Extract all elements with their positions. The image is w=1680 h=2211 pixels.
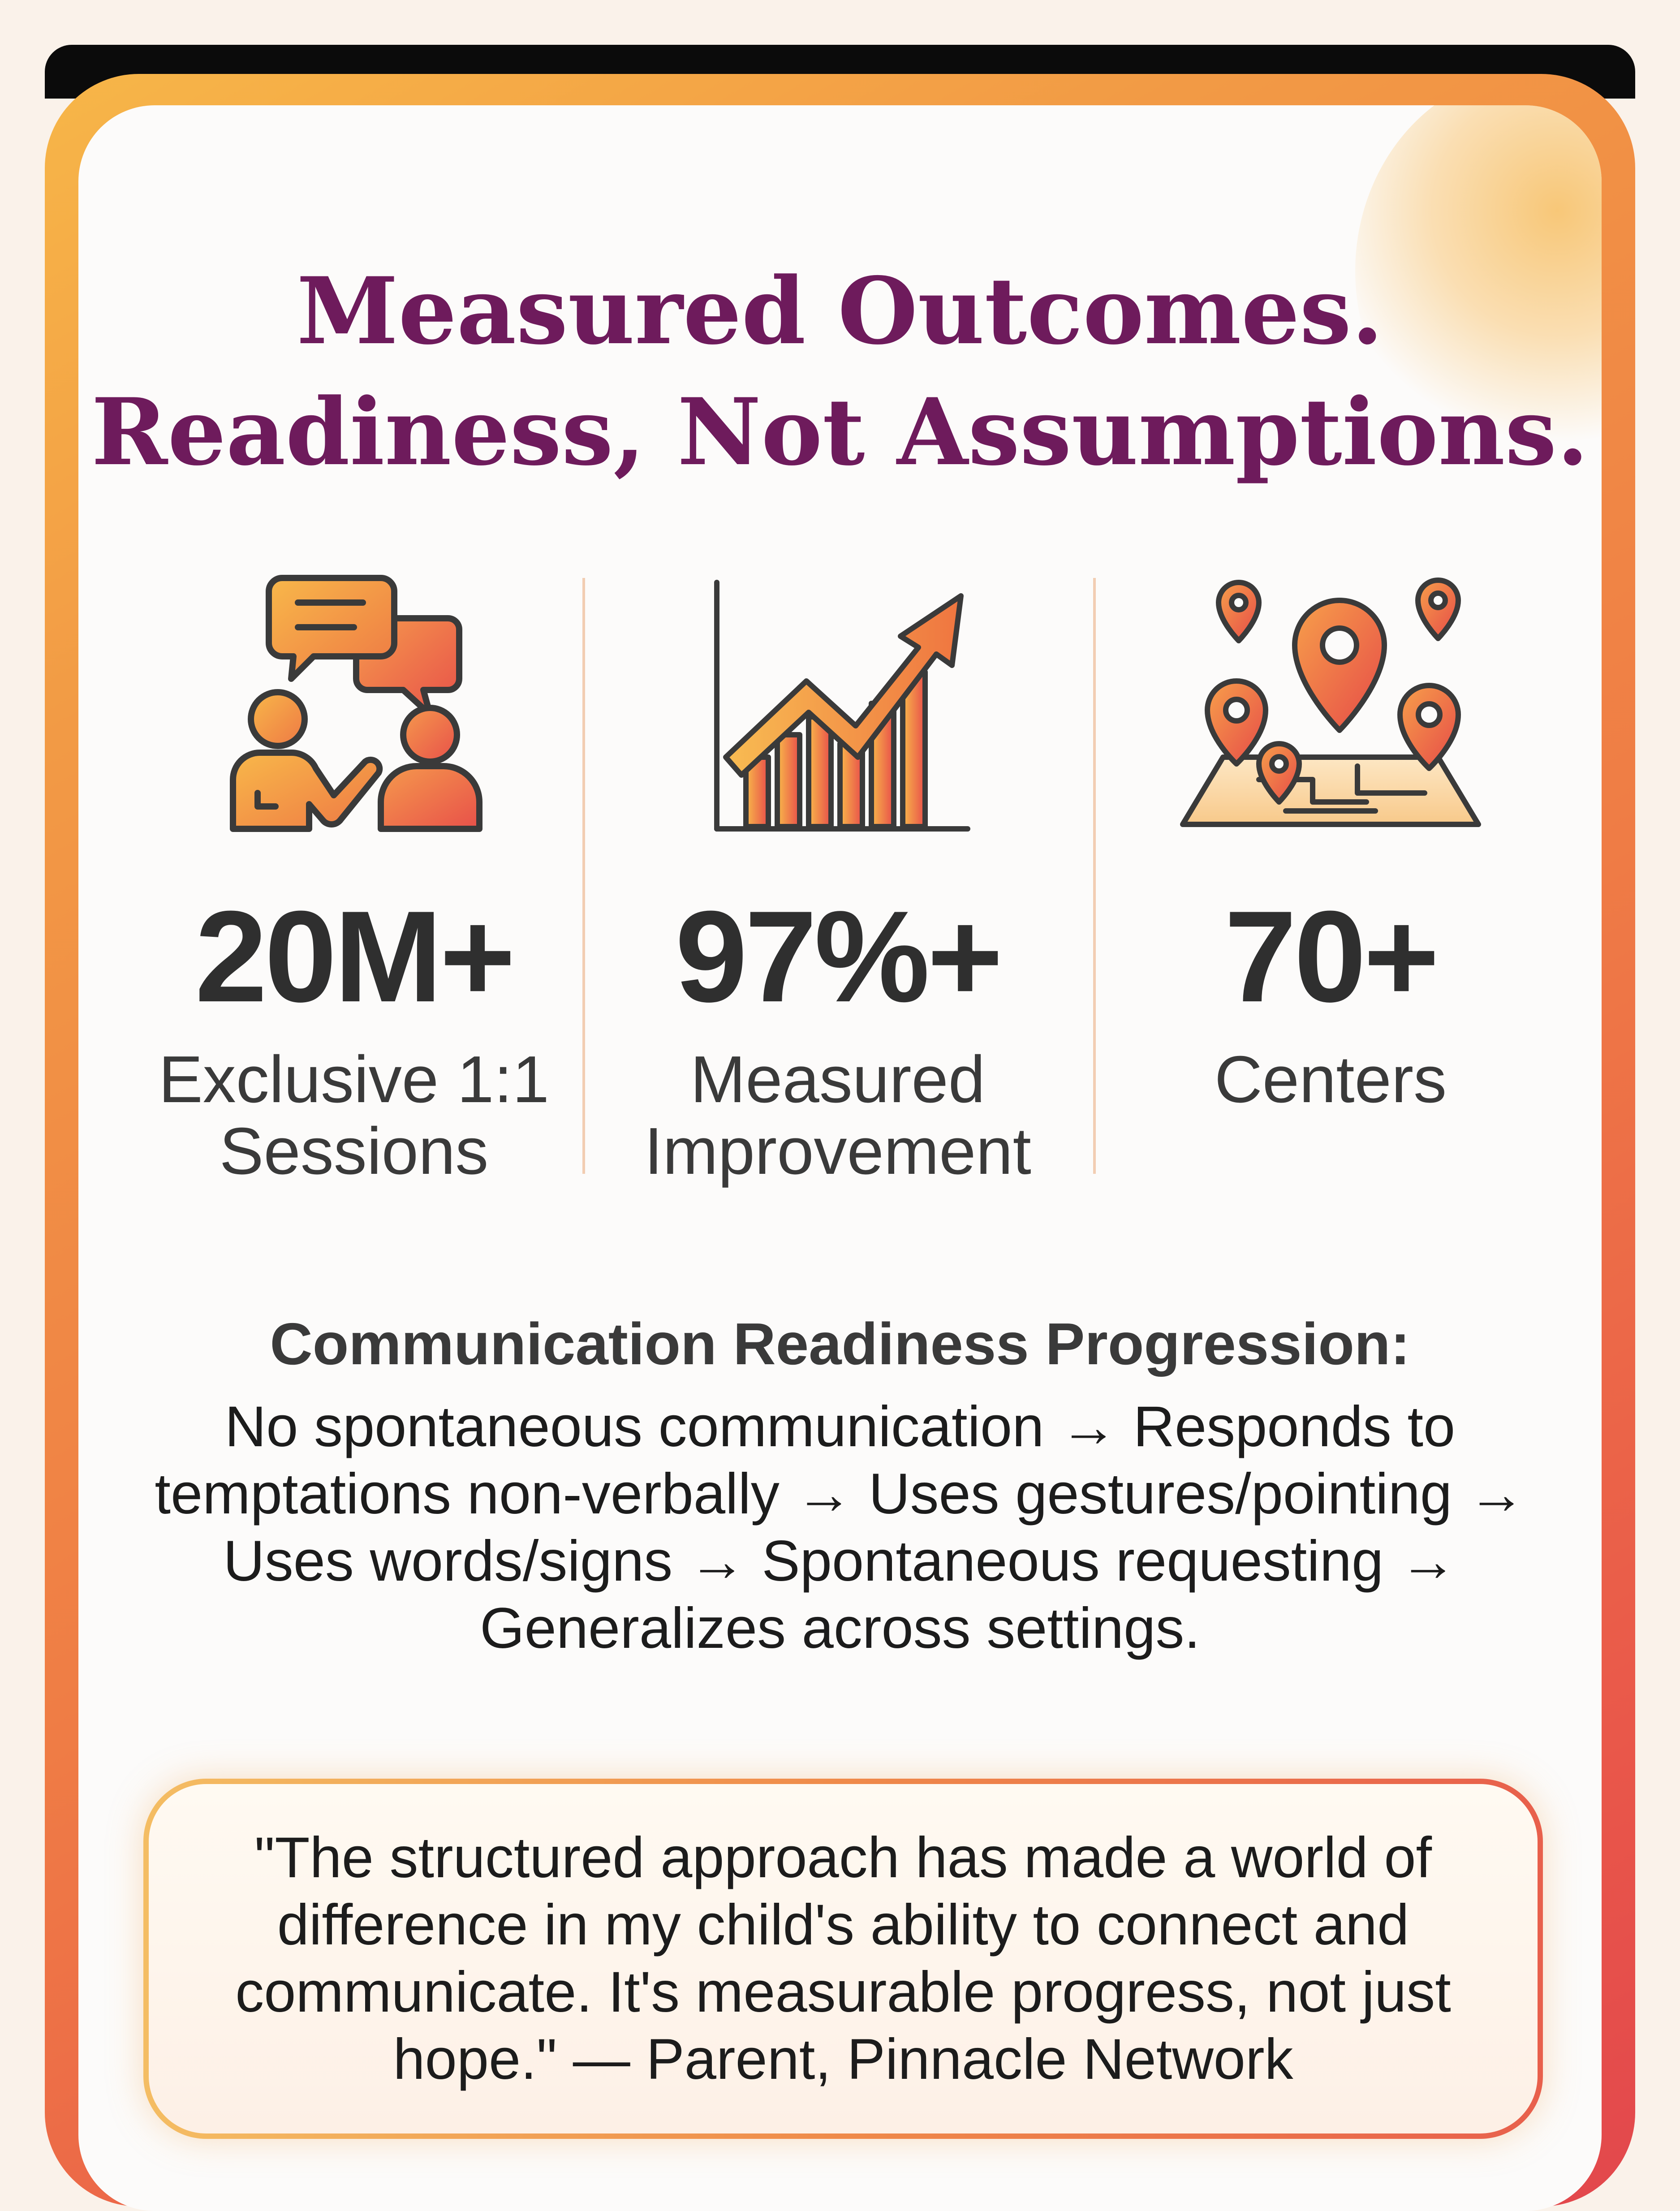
stat-improvement: 97%+ Measured Improvement (614, 569, 1062, 1187)
stat-label-line-2: Sessions (219, 1114, 489, 1188)
stat-value: 70+ (1224, 884, 1439, 1029)
headline-line-2: Readiness, Not Assumptions. (91, 379, 1589, 486)
stat-divider-2 (1093, 578, 1096, 1174)
stat-divider-1 (582, 578, 585, 1174)
stat-label-line-1: Centers (1214, 1043, 1447, 1116)
progression-text: No spontaneous communication → Responds … (155, 1395, 1525, 1660)
headline-line-1: Measured Outcomes. (297, 258, 1383, 365)
headline: Measured Outcomes. Readiness, Not Assump… (0, 251, 1680, 493)
stat-label-line-1: Measured (690, 1043, 986, 1116)
stat-label-line-1: Exclusive 1:1 (159, 1043, 549, 1116)
growth-chart-icon (614, 569, 1062, 838)
conversation-icon (130, 569, 578, 838)
map-pins-icon (1107, 569, 1555, 838)
testimonial-text: "The structured approach has made a worl… (235, 1826, 1451, 2091)
stat-sessions: 20M+ Exclusive 1:1 Sessions (130, 569, 578, 1187)
testimonial-box: "The structured approach has made a worl… (143, 1779, 1543, 2139)
progression-title: Communication Readiness Progression: (270, 1311, 1410, 1377)
stat-label-line-2: Improvement (644, 1114, 1031, 1188)
stat-label: Measured Improvement (614, 1044, 1062, 1187)
stat-centers: 70+ Centers (1107, 569, 1555, 1116)
stat-label: Centers (1107, 1044, 1555, 1116)
stat-value: 97%+ (675, 884, 1003, 1029)
stat-label: Exclusive 1:1 Sessions (130, 1044, 578, 1187)
stat-value: 20M+ (195, 884, 516, 1029)
